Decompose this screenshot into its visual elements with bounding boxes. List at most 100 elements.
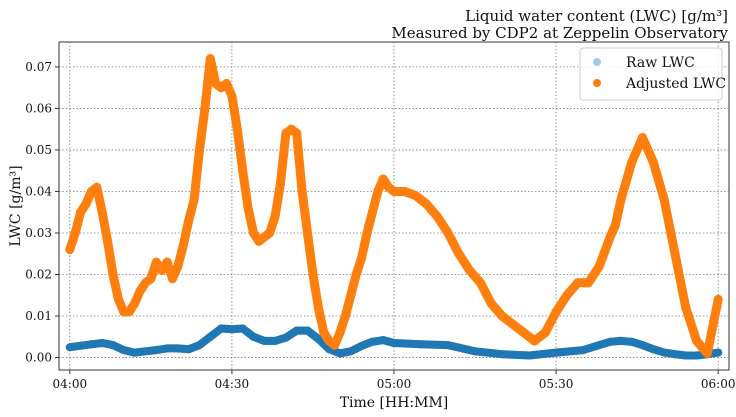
data-point — [65, 245, 75, 255]
data-point — [713, 294, 723, 304]
x-tick-label: 06:00 — [701, 377, 736, 391]
data-point — [579, 346, 588, 355]
data-point — [471, 347, 479, 356]
data-point — [660, 348, 669, 357]
legend-label-raw: Raw LWC — [626, 55, 695, 71]
data-point — [98, 339, 107, 347]
data-point — [476, 278, 485, 288]
data-point — [681, 351, 690, 360]
data-point — [65, 343, 74, 352]
data-point — [243, 203, 253, 213]
x-axis-label: Time [HH:MM] — [340, 395, 449, 411]
data-point — [638, 341, 647, 350]
data-point — [390, 339, 398, 347]
data-point — [260, 336, 269, 345]
data-point — [627, 157, 637, 167]
x-tick-label: 04:30 — [215, 377, 250, 391]
y-axis-label: LWC [g/m³] — [8, 165, 24, 246]
data-point — [540, 328, 550, 338]
y-tick-label: 0.04 — [25, 184, 52, 198]
data-point — [319, 328, 329, 338]
data-point — [308, 270, 318, 279]
data-point — [454, 249, 464, 259]
data-point — [222, 79, 231, 88]
data-point — [157, 265, 167, 275]
data-point — [124, 307, 134, 317]
data-point — [616, 195, 626, 205]
data-point — [70, 228, 80, 238]
data-point — [292, 128, 302, 138]
data-point — [130, 348, 139, 357]
x-tick-label: 05:30 — [539, 377, 574, 391]
data-point — [525, 351, 534, 360]
chart-title-line-1: Liquid water content (LWC) [g/m³] — [465, 7, 728, 25]
legend-label-adjusted: Adjusted LWC — [625, 76, 726, 92]
x-ticks: 04:00 04:30 05:00 05:30 06:00 — [53, 370, 736, 391]
data-point — [616, 336, 625, 345]
data-point — [205, 54, 215, 64]
data-point — [313, 303, 323, 313]
data-point — [486, 299, 496, 309]
data-point — [168, 274, 177, 284]
data-point — [671, 350, 679, 359]
data-point — [103, 236, 113, 246]
data-point — [497, 311, 507, 321]
data-point — [227, 91, 237, 101]
data-point — [373, 187, 383, 196]
data-point — [108, 270, 118, 279]
data-point — [162, 257, 172, 267]
data-point — [351, 270, 361, 279]
data-point — [702, 348, 712, 358]
legend-box — [579, 47, 723, 101]
data-point — [594, 261, 604, 271]
data-point — [692, 336, 702, 346]
data-point — [227, 325, 236, 334]
data-point — [368, 337, 377, 346]
series-raw-lwc-overlay — [65, 324, 723, 360]
data-point — [173, 344, 182, 353]
data-point — [638, 133, 647, 142]
data-point — [367, 207, 377, 217]
data-point — [184, 345, 193, 354]
data-point — [297, 187, 307, 196]
data-point — [670, 249, 680, 259]
legend-marker-adjusted — [593, 79, 601, 87]
data-point — [303, 228, 312, 238]
data-point — [119, 346, 128, 355]
data-point — [238, 166, 248, 176]
data-point — [232, 124, 242, 134]
legend: Raw LWC Adjusted LWC — [579, 47, 726, 101]
data-point — [530, 336, 539, 346]
data-point — [178, 240, 188, 250]
data-point — [605, 232, 615, 242]
data-point — [141, 347, 150, 356]
data-point — [362, 228, 372, 238]
data-point — [378, 174, 388, 184]
data-point — [649, 345, 658, 354]
data-point — [270, 211, 280, 221]
data-point — [330, 340, 340, 350]
data-point — [271, 336, 280, 345]
data-point — [357, 341, 366, 350]
data-point — [195, 341, 204, 350]
x-tick-label: 05:00 — [377, 377, 412, 391]
data-point — [714, 348, 723, 357]
data-point — [81, 199, 91, 209]
data-point — [346, 347, 355, 356]
data-point — [400, 187, 410, 196]
data-point — [432, 211, 442, 221]
data-point — [249, 228, 258, 238]
data-point — [692, 351, 701, 360]
data-point — [584, 278, 593, 288]
data-point — [379, 336, 388, 345]
data-point — [130, 299, 140, 309]
series-layer — [65, 54, 723, 360]
data-point — [411, 191, 421, 201]
data-point — [206, 332, 215, 341]
data-point — [606, 337, 615, 346]
data-point — [135, 286, 145, 296]
data-point — [97, 207, 107, 217]
data-point — [443, 228, 453, 238]
data-point — [357, 253, 367, 263]
